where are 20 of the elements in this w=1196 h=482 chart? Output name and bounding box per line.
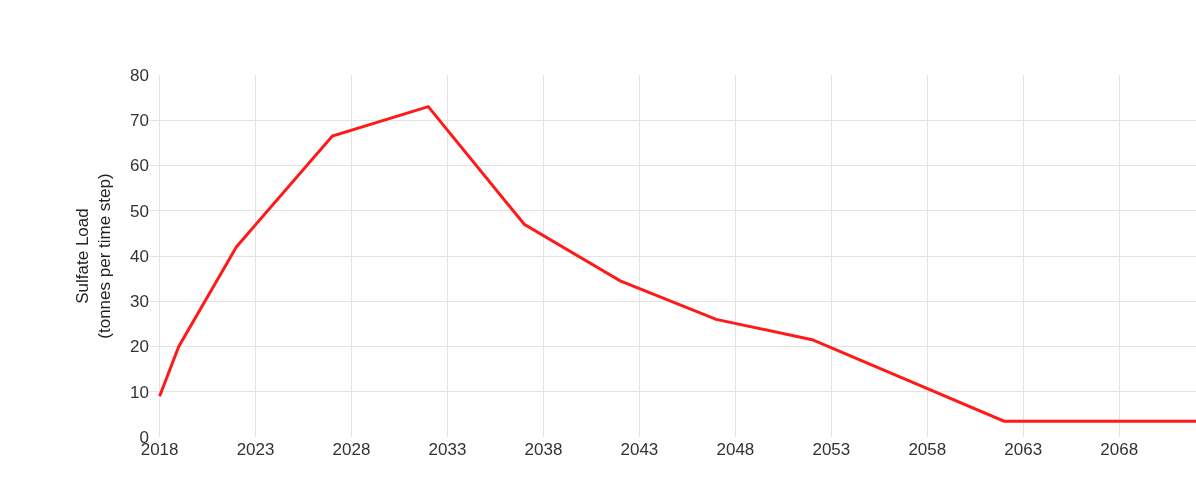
x-tick-label: 2058: [908, 440, 947, 459]
x-tick-label: 2028: [332, 440, 371, 459]
y-tick-label: 20: [130, 337, 149, 357]
y-tick-label: 60: [130, 156, 149, 176]
x-tick-label: 2038: [524, 440, 563, 459]
x-tick-label: 2043: [620, 440, 659, 459]
y-axis-title: Sulfate Load (tonnes per time step): [72, 173, 114, 339]
x-tick-label: 2033: [428, 440, 467, 459]
y-tick-label: 10: [130, 382, 149, 402]
x-tick-label: 2048: [716, 440, 755, 459]
y-tick-label: 40: [130, 246, 149, 266]
line-series: [158, 105, 1196, 423]
y-tick-label: 80: [130, 65, 149, 85]
y-tick-label: 30: [130, 292, 149, 312]
x-tick-label: 2063: [1004, 440, 1043, 459]
x-tick-label: 2053: [812, 440, 851, 459]
y-tick-label: 70: [130, 111, 149, 131]
x-tick-label: 2023: [236, 440, 275, 459]
x-tick-label: 2068: [1100, 440, 1139, 459]
y-tick-label: 50: [130, 201, 149, 221]
